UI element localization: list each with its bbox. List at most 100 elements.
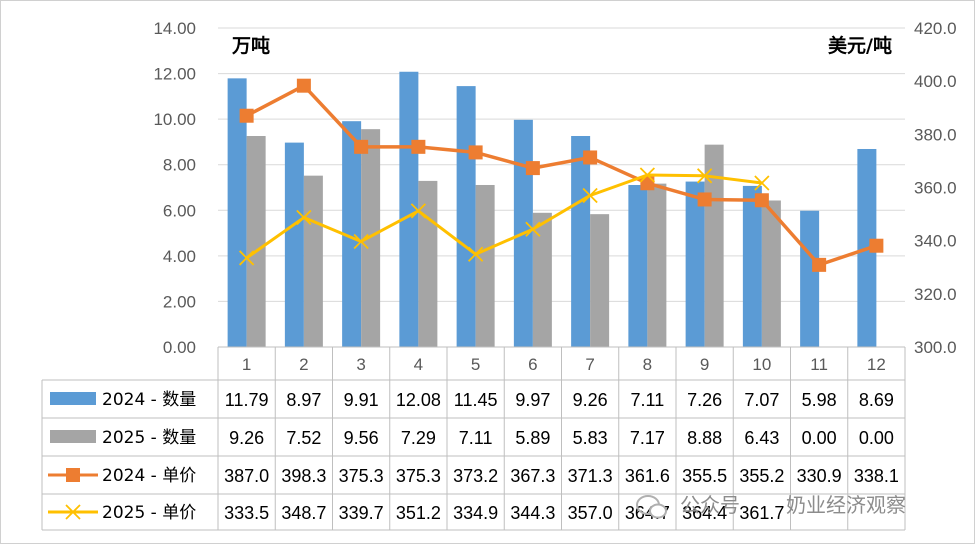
bar (342, 121, 362, 347)
category-label: 1 (242, 355, 251, 374)
bar (647, 183, 667, 347)
legend-label: 2025 - 单价 (102, 503, 196, 523)
data-label: 0.00 (859, 428, 894, 448)
wechat-icon (636, 495, 667, 519)
axes: 0.00 2.00 4.00 6.00 8.00 10.00 12.00 14.00 300.0… (153, 19, 956, 357)
bar (590, 214, 610, 347)
bar (800, 210, 820, 347)
data-label: 348.7 (281, 503, 326, 523)
bar (418, 180, 438, 347)
bar (742, 185, 762, 347)
category-label: 11 (810, 355, 828, 374)
data-label: 375.3 (396, 466, 441, 486)
data-label: 398.3 (281, 466, 326, 486)
data-label: 361.7 (739, 503, 784, 523)
legend-key (50, 392, 96, 405)
point (296, 78, 311, 93)
point (754, 175, 770, 191)
left-tick-label: 14.00 (153, 19, 196, 38)
data-label: 6.43 (744, 428, 779, 448)
point (812, 257, 827, 272)
bar (284, 142, 304, 347)
right-tick-label: 380.0 (914, 125, 957, 144)
bar (532, 212, 552, 347)
data-label: 12.08 (396, 390, 441, 410)
bar (227, 78, 247, 347)
left-tick-label: 4.00 (163, 247, 196, 266)
series-line (245, 83, 877, 267)
category-label: 9 (700, 355, 709, 374)
bar (685, 181, 705, 347)
bars (227, 71, 877, 348)
data-label: 9.91 (344, 390, 379, 410)
bar (303, 175, 323, 347)
point (754, 193, 769, 208)
data-label: 367.3 (510, 466, 555, 486)
point (525, 161, 540, 176)
data-label: 7.17 (630, 428, 665, 448)
legend-label: 2024 - 单价 (102, 466, 196, 486)
point (467, 246, 484, 262)
data-label: 373.2 (453, 466, 498, 486)
data-label: 7.07 (744, 390, 779, 410)
point (238, 250, 255, 266)
point (639, 167, 656, 183)
data-label: 8.88 (687, 428, 722, 448)
data-label: 5.89 (515, 428, 550, 448)
point (525, 221, 541, 237)
bar (399, 71, 419, 348)
data-label: 339.7 (339, 503, 384, 523)
point (583, 150, 598, 165)
data-label: 11.45 (454, 390, 498, 410)
data-label: 8.69 (859, 390, 894, 410)
data-label: 9.97 (515, 390, 550, 410)
data-label: 9.26 (573, 390, 608, 410)
right-tick-label: 400.0 (914, 72, 957, 91)
legend-label: 2024 - 数量 (102, 390, 196, 410)
point (468, 145, 483, 160)
data-label: 7.29 (401, 428, 436, 448)
data-label: 7.26 (687, 390, 722, 410)
category-label: 10 (752, 355, 771, 374)
bar (475, 184, 495, 347)
lines (238, 78, 884, 272)
right-tick-label: 360.0 (914, 179, 957, 198)
watermark: 公众号 奶业经济观察 (636, 493, 906, 519)
point (239, 108, 254, 123)
data-label: 364.4 (682, 503, 727, 523)
legend-marker (65, 504, 81, 520)
category-label: 7 (585, 355, 594, 374)
legend-key (50, 430, 96, 443)
category-label: 8 (643, 355, 652, 374)
data-label: 7.11 (631, 390, 665, 410)
data-label: 9.26 (229, 428, 264, 448)
point (354, 139, 369, 154)
data-label: 387.0 (224, 466, 269, 486)
point (869, 238, 884, 253)
category-label: 4 (414, 355, 423, 374)
right-tick-label: 300.0 (914, 338, 957, 357)
bar (761, 200, 781, 347)
data-label: 333.5 (224, 503, 269, 523)
data-label: 0.00 (802, 428, 837, 448)
point (697, 192, 712, 207)
point (582, 187, 598, 204)
data-label: 330.9 (797, 466, 842, 486)
watermark-faded: 公众号 (680, 493, 740, 517)
right-tick-label: 420.0 (914, 19, 957, 38)
right-unit-label: 美元/吨 (828, 34, 892, 57)
category-label: 12 (867, 355, 886, 374)
right-tick-label: 320.0 (914, 285, 957, 304)
data-label: 338.1 (854, 466, 899, 486)
legend-marker (66, 468, 80, 482)
data-label: 361.6 (625, 466, 670, 486)
bar (456, 86, 476, 347)
left-unit-label: 万吨 (231, 34, 270, 57)
data-label: 357.0 (568, 503, 613, 523)
left-tick-label: 6.00 (163, 201, 196, 220)
category-label: 6 (528, 355, 537, 374)
data-label: 8.97 (286, 390, 321, 410)
data-label: 9.56 (344, 428, 379, 448)
